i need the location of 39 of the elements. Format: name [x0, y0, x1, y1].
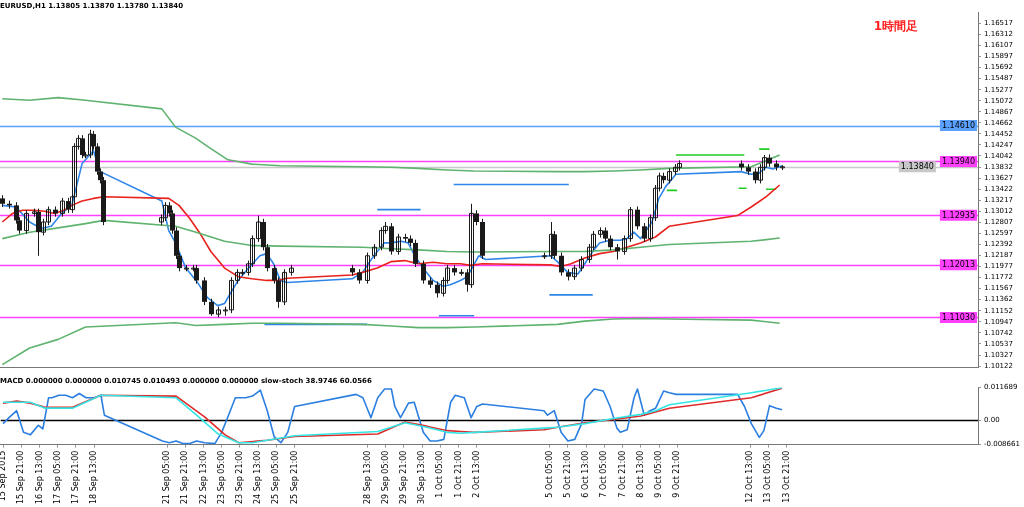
x-tick-label: 5 Oct 05:00	[544, 450, 554, 498]
x-tick-label: 17 Sep 21:00	[70, 450, 80, 505]
x-tick-label: 12 Oct 13:00	[745, 450, 755, 503]
x-tick-label: 8 Oct 13:00	[635, 450, 645, 498]
x-tick-label: 17 Sep 05:00	[52, 450, 62, 505]
x-tick-label: 23 Sep 05:00	[216, 450, 226, 505]
x-tick-label: 7 Oct 21:00	[617, 450, 627, 498]
x-tick-label: 15 Sep 21:00	[16, 450, 26, 505]
x-tick-label: 9 Oct 05:00	[654, 450, 664, 498]
x-tick-label: 18 Sep 13:00	[89, 450, 99, 505]
x-tick-label: 30 Sep 13:00	[417, 450, 427, 505]
x-tick-label: 21 Sep 05:00	[162, 450, 172, 505]
ref-line-label: 1.13840	[900, 162, 934, 172]
x-tick-label: 13 Oct 21:00	[781, 450, 791, 503]
x-tick-label: 29 Sep 21:00	[399, 450, 409, 505]
x-tick-label: 9 Oct 21:00	[672, 450, 682, 498]
x-tick-label: 29 Sep 05:00	[380, 450, 390, 505]
x-tick-label: 25 Sep 21:00	[289, 450, 299, 505]
x-tick-label: 13 Oct 05:00	[763, 450, 773, 503]
x-tick-label: 7 Oct 05:00	[599, 450, 609, 498]
x-tick-label: 1 Oct 21:00	[453, 450, 463, 498]
x-tick-label: 21 Sep 21:00	[180, 450, 190, 505]
x-tick-label: 5 Oct 21:00	[563, 450, 573, 498]
ref-line-label: 1.12935	[941, 210, 976, 220]
x-tick-label: 23 Sep 21:00	[234, 450, 244, 505]
x-tick-label: 1 Oct 05:00	[435, 450, 445, 498]
x-tick-label: 22 Sep 13:00	[198, 450, 208, 505]
x-tick-label: 25 Sep 05:00	[271, 450, 281, 505]
x-tick-label: 2 Oct 13:00	[471, 450, 481, 498]
ref-line-label: 1.14610	[941, 121, 976, 131]
x-tick-label: 24 Sep 13:00	[253, 450, 263, 505]
x-tick-label: 15 Sep 2015	[0, 450, 8, 502]
ref-line-label: 1.11030	[941, 312, 976, 322]
annotation: 1時間足	[873, 18, 918, 33]
ref-line-label: 1.13940	[941, 157, 976, 166]
x-tick-label: 16 Sep 13:00	[34, 450, 44, 505]
x-tick-label: 6 Oct 13:00	[581, 450, 591, 498]
ref-line-label: 1.12013	[941, 260, 976, 270]
x-tick-label: 28 Sep 13:00	[362, 450, 372, 505]
